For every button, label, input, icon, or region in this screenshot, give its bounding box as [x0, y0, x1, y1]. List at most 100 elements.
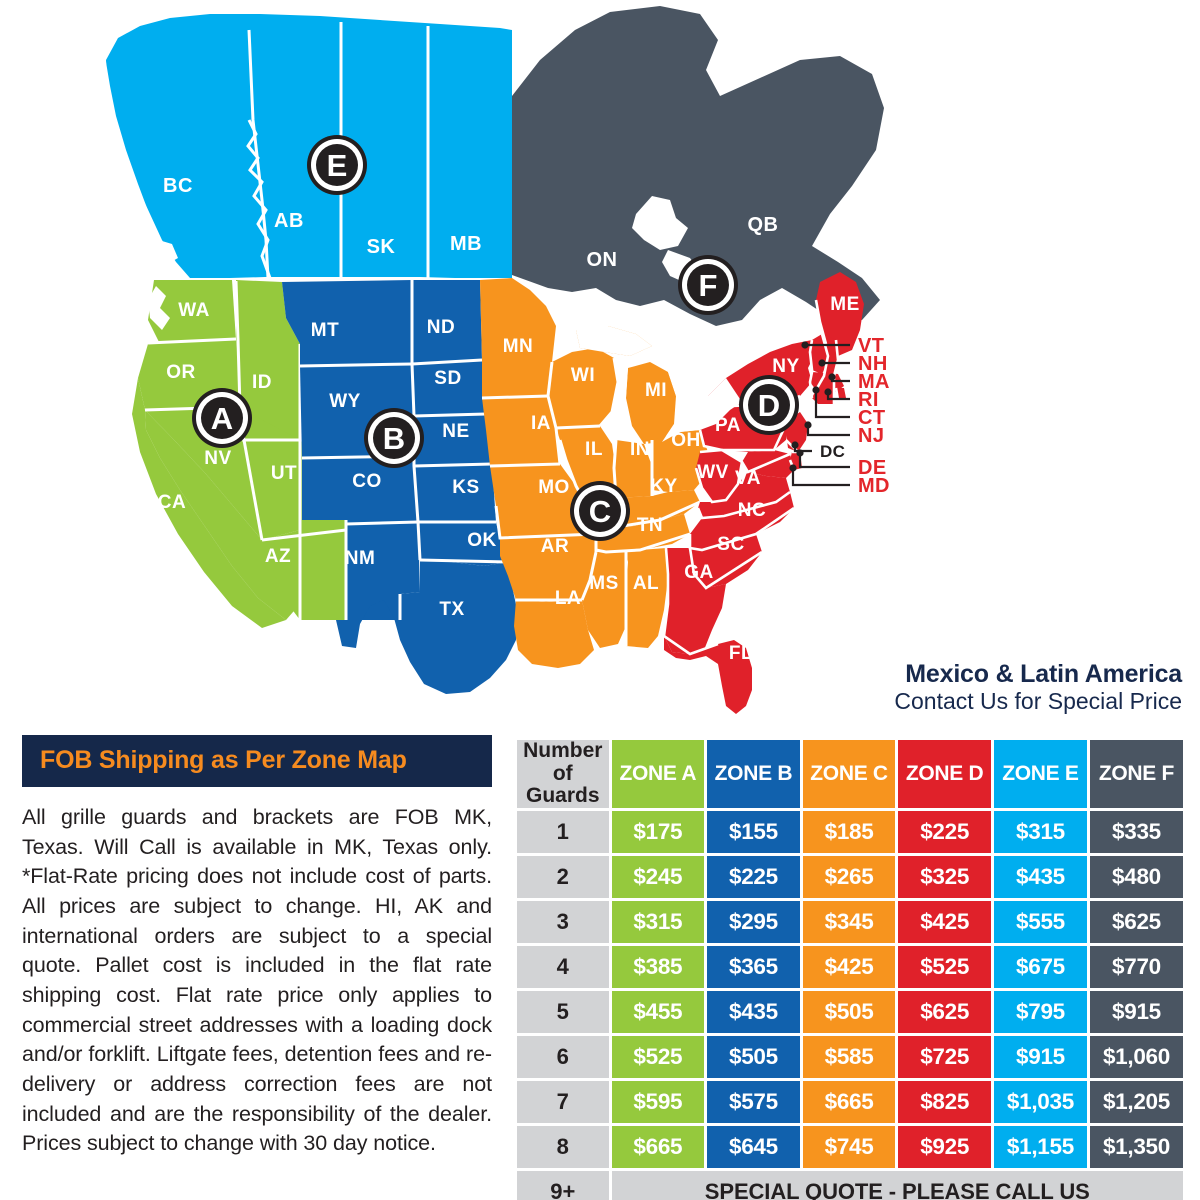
price-cell-zone-b: $155 [707, 811, 800, 854]
price-cell-zone-b: $295 [707, 901, 800, 944]
fob-shipping-panel: FOB Shipping as Per Zone Map All grille … [22, 735, 492, 1159]
callout-ri: RI [824, 388, 878, 411]
state-label-me: ME [830, 294, 860, 315]
price-cell-zone-a: $315 [611, 901, 705, 944]
price-cell-zone-b: $365 [707, 946, 800, 989]
mexico-latin-america-note: Mexico & Latin America Contact Us for Sp… [894, 660, 1182, 715]
badge-core [373, 417, 415, 459]
header-number-of-guards: Number of Guards [517, 739, 609, 809]
province-label-on: ON [587, 249, 618, 271]
price-table-header-row: Number of Guards ZONE A ZONE B ZONE C ZO… [517, 739, 1183, 809]
price-cell-zone-c: $185 [802, 811, 896, 854]
state-label-co: CO [352, 471, 382, 492]
state-label-al: AL [633, 573, 659, 594]
header-zone-f: ZONE F [1089, 740, 1183, 809]
state-label-ky: KY [650, 476, 677, 497]
zone-badge-letter: C [589, 494, 611, 529]
badge-core [579, 490, 621, 532]
province-label-ab: AB [274, 210, 304, 232]
state-label-or: OR [166, 362, 196, 383]
special-quote-cell: SPECIAL QUOTE - PLEASE CALL US [611, 1171, 1183, 1200]
state-label-mi: MI [645, 380, 667, 401]
price-cell-zone-c: $585 [802, 1036, 896, 1079]
state-label-in: IN [630, 439, 650, 460]
header-line-1: Number [523, 739, 603, 762]
callout-label-de: DE [858, 457, 887, 479]
price-cell-zone-a: $245 [611, 856, 705, 899]
price-cell-zone-f: $1,060 [1089, 1036, 1183, 1079]
state-label-ca: CA [158, 492, 186, 513]
state-label-va: VA [735, 468, 761, 489]
callout-dot [824, 388, 832, 396]
price-cell-zone-d: $625 [898, 991, 991, 1034]
callout-de: DE [796, 449, 886, 479]
callout-label-nj: NJ [858, 425, 884, 447]
price-cell-zone-f: $1,350 [1089, 1126, 1183, 1169]
callout-ct: CT [812, 386, 885, 429]
price-cell-zone-d: $825 [898, 1081, 991, 1124]
callout-leader-line [806, 425, 850, 437]
price-cell-zone-a: $525 [611, 1036, 705, 1079]
price-cell-zone-d: $325 [898, 856, 991, 899]
price-row-4: 4 $385 $365 $425 $525 $675 $770 [517, 946, 1183, 989]
price-row-7: 7 $595 $575 $665 $825 $1,035 $1,205 [517, 1081, 1183, 1124]
price-row-8: 8 $665 $645 $745 $925 $1,155 $1,350 [517, 1126, 1183, 1169]
state-label-nv: NV [204, 448, 231, 469]
price-cell-zone-f: $770 [1089, 946, 1183, 989]
price-cell-zone-a: $595 [611, 1081, 705, 1124]
province-label-bc: BC [163, 175, 193, 197]
badge-core [748, 384, 790, 426]
price-row-1: 1 $175 $155 $185 $225 $315 $335 [517, 811, 1183, 854]
fob-shipping-header: FOB Shipping as Per Zone Map [22, 735, 492, 787]
callout-nj: NJ [804, 421, 884, 447]
zone-badge-e: E [307, 135, 367, 195]
state-label-wy: WY [329, 391, 361, 412]
price-cell-zone-c: $745 [802, 1126, 896, 1169]
callout-label-dc: DC [820, 442, 845, 461]
price-row-6: 6 $525 $505 $585 $725 $915 $1,060 [517, 1036, 1183, 1079]
header-zone-d: ZONE D [898, 740, 991, 809]
price-cell-zone-d: $525 [898, 946, 991, 989]
fob-shipping-body: All grille guards and brackets are FOB M… [22, 805, 492, 1156]
price-row-3: 3 $315 $295 $345 $425 $555 $625 [517, 901, 1183, 944]
state-label-la: LA [555, 588, 581, 609]
state-label-ok: OK [467, 530, 497, 551]
price-cell-zone-d: $225 [898, 811, 991, 854]
price-cell-zone-b: $505 [707, 1036, 800, 1079]
mexico-note-title: Mexico & Latin America [905, 660, 1182, 688]
price-cell-zone-c: $345 [802, 901, 896, 944]
zone-badge-f: F [678, 255, 738, 315]
callout-label-ct: CT [858, 407, 885, 429]
state-label-wa: WA [178, 300, 210, 321]
callout-vt: VT [801, 335, 884, 357]
price-table-head: Number of Guards ZONE A ZONE B ZONE C ZO… [517, 739, 1183, 809]
header-zone-b: ZONE B [707, 740, 800, 809]
state-label-mn: MN [503, 336, 534, 357]
state-label-ar: AR [541, 536, 569, 557]
callout-md: MD [789, 464, 890, 497]
callout-dc: DC [791, 441, 845, 461]
zone-badge-letter: B [383, 421, 405, 456]
state-label-ut: UT [271, 463, 297, 484]
state-label-oh: OH [671, 430, 701, 451]
price-row-2: 2 $245 $225 $265 $325 $435 $480 [517, 856, 1183, 899]
province-label-qb: QB [748, 214, 779, 236]
price-cell-zone-a: $665 [611, 1126, 705, 1169]
zone-price-table: Number of Guards ZONE A ZONE B ZONE C ZO… [514, 737, 1186, 1200]
state-label-nd: ND [427, 317, 455, 338]
price-row-special-quote: 9+ SPECIAL QUOTE - PLEASE CALL US [517, 1171, 1183, 1200]
price-cell-zone-b: $225 [707, 856, 800, 899]
state-label-tx: TX [439, 599, 464, 620]
guard-count-cell: 6 [517, 1036, 609, 1079]
state-label-ny: NY [772, 356, 799, 377]
zone-badge-c: C [570, 481, 630, 541]
badge-core [201, 397, 243, 439]
price-cell-zone-d: $925 [898, 1126, 991, 1169]
callout-dot [812, 386, 820, 394]
guard-count-cell: 3 [517, 901, 609, 944]
price-cell-zone-d: $425 [898, 901, 991, 944]
great-lakes [556, 318, 742, 442]
callout-dot [796, 449, 804, 457]
